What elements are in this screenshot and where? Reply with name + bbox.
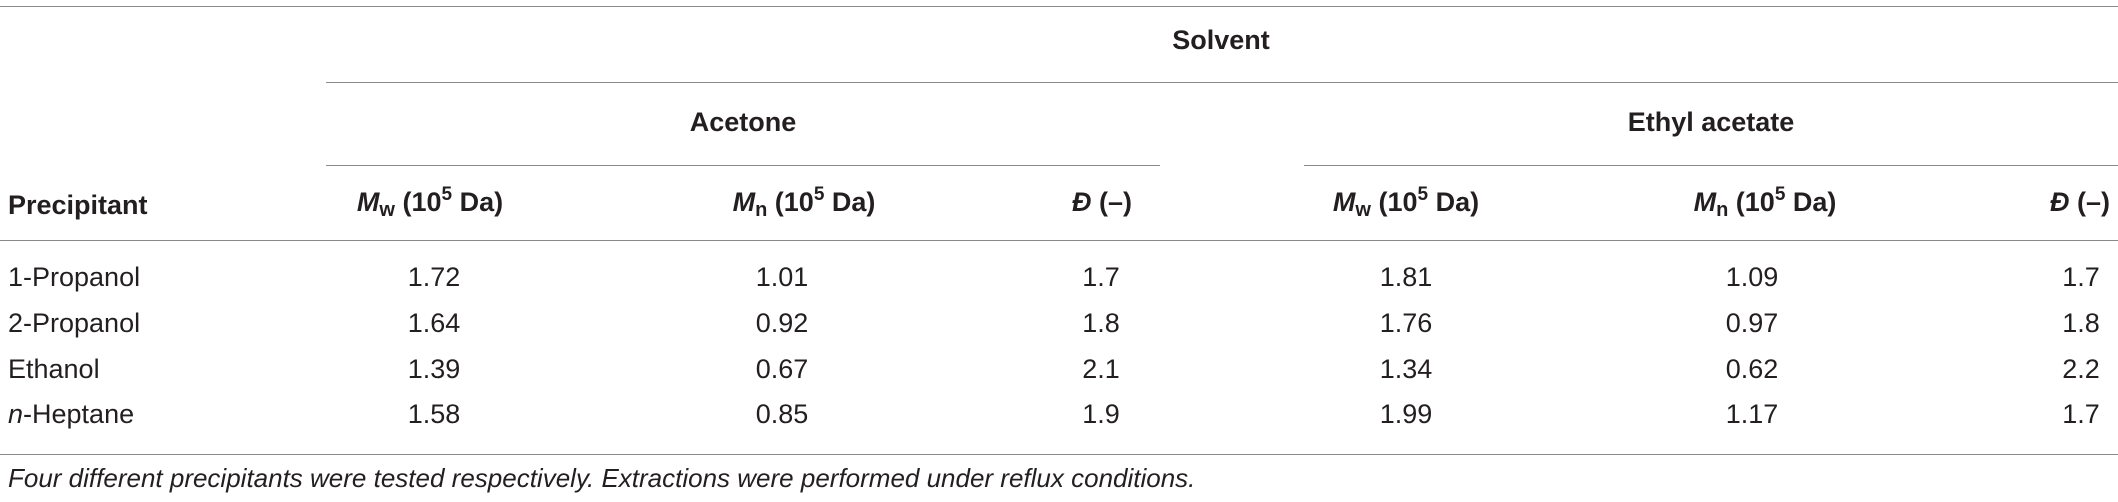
group-header-acetone: Acetone (689, 107, 797, 137)
table-cell: 1.7 (2062, 262, 2100, 292)
group-header-ethyl-acetate: Ethyl acetate (1627, 107, 1795, 137)
row-label-n-heptane: n-Heptane (8, 399, 135, 429)
table-cell: 2.1 (1082, 354, 1120, 384)
table-cell: 1.7 (2062, 399, 2100, 429)
header-bottom-rule (0, 240, 2118, 241)
table-cell: 1.34 (1379, 354, 1433, 384)
column-header-acetone-mw: Mw (105 Da) (356, 184, 504, 221)
table-cell: 1.8 (1082, 308, 1120, 338)
table-top-rule (0, 6, 2118, 7)
table-cell: 1.76 (1379, 308, 1433, 338)
table-cell: 1.8 (2062, 308, 2100, 338)
table-cell: 1.7 (1082, 262, 1120, 292)
table-cell: 1.72 (407, 262, 461, 292)
table-cell: 1.58 (407, 399, 461, 429)
table-bottom-rule (0, 454, 2118, 455)
column-header-ethyl-acetate-dispersity: Đ (–) (2050, 187, 2110, 217)
solvent-spanner-header: Solvent (1172, 25, 1270, 55)
table-cell: 1.81 (1379, 262, 1433, 292)
column-header-acetone-mn: Mn (105 Da) (732, 184, 876, 221)
acetone-group-rule (326, 165, 1160, 166)
column-header-acetone-dispersity: Đ (–) (1072, 187, 1132, 217)
table-cell: 1.01 (755, 262, 809, 292)
ethyl-acetate-group-rule (1304, 165, 2118, 166)
table-cell: 1.64 (407, 308, 461, 338)
column-header-ethyl-acetate-mw: Mw (105 Da) (1332, 184, 1480, 221)
table-cell: 0.67 (755, 354, 809, 384)
precipitant-column-header: Precipitant (8, 190, 148, 220)
row-label-2-propanol: 2-Propanol (8, 308, 141, 338)
row-label-1-propanol: 1-Propanol (8, 262, 141, 292)
row-label-ethanol: Ethanol (8, 354, 100, 384)
table-cell: 1.9 (1082, 399, 1120, 429)
table-cell: 1.17 (1725, 399, 1779, 429)
table-cell: 1.39 (407, 354, 461, 384)
table-cell: 1.09 (1725, 262, 1779, 292)
table-cell: 2.2 (2062, 354, 2100, 384)
table-cell: 0.62 (1725, 354, 1779, 384)
table-cell: 0.97 (1725, 308, 1779, 338)
table-cell: 0.92 (755, 308, 809, 338)
solvent-spanner-rule (326, 82, 2118, 83)
column-header-ethyl-acetate-mn: Mn (105 Da) (1693, 184, 1837, 221)
table-cell: 1.99 (1379, 399, 1433, 429)
table-cell: 0.85 (755, 399, 809, 429)
table-footnote: Four different precipitants were tested … (8, 463, 1196, 493)
